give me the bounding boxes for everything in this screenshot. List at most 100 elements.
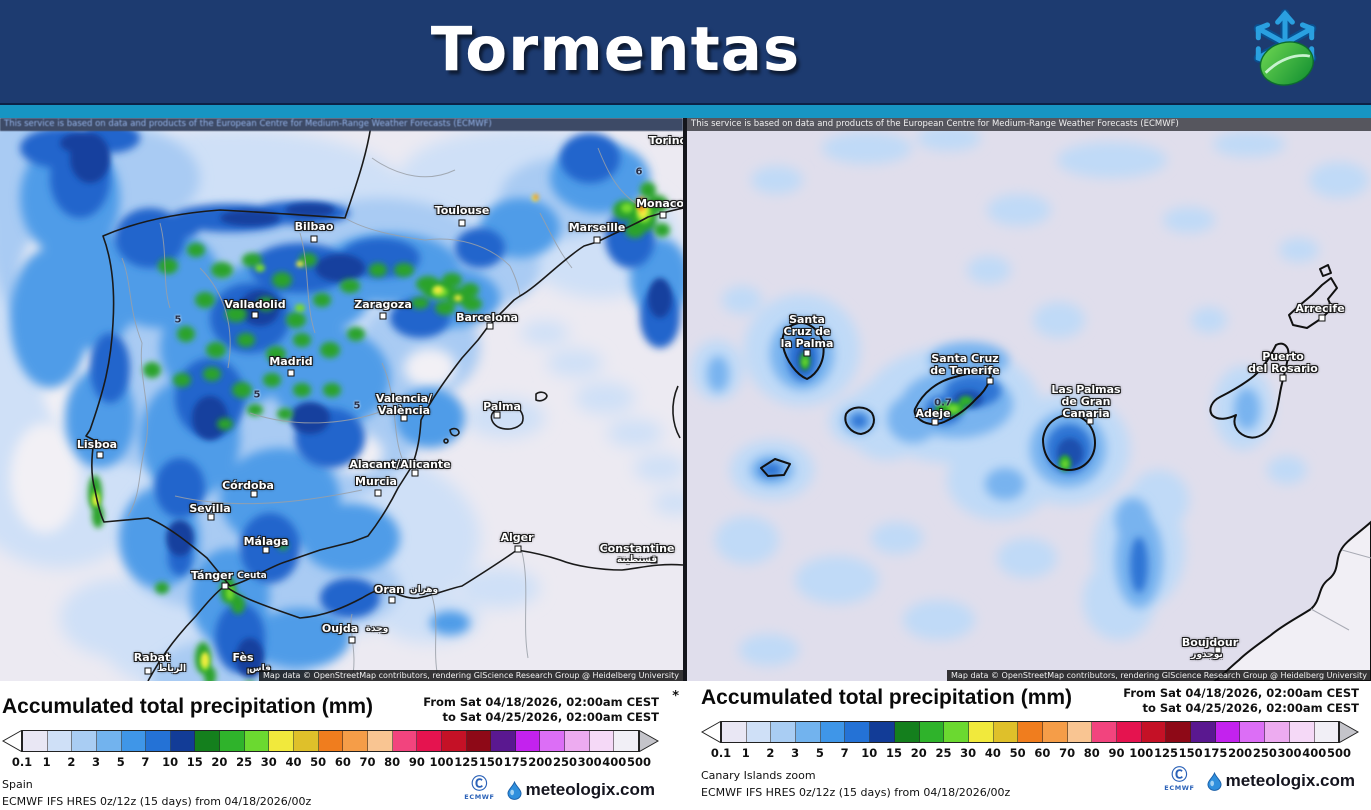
spain-map-panel: This service is based on data and produc…	[0, 118, 683, 681]
city-marker	[514, 545, 522, 553]
city-marker	[251, 311, 259, 319]
city-marker	[986, 377, 994, 385]
city-marker	[221, 582, 229, 590]
city-label-fes: Fès	[232, 650, 254, 664]
city-label-valencia: Valencia/ València	[375, 391, 433, 417]
city-label-bilbao: Bilbao	[294, 219, 334, 233]
city-marker	[411, 469, 419, 477]
scale-left-arrow	[2, 729, 22, 752]
legend-canary: Accumulated total precipitation (mm) Fro…	[685, 681, 1371, 800]
water-drop-icon	[507, 780, 522, 800]
city-marker	[96, 451, 104, 459]
map-credit-left: Map data © OpenStreetMap contributors, r…	[259, 670, 683, 681]
city-marker	[458, 219, 466, 227]
ecmwf-mark-icon: Ⓒ	[1171, 764, 1188, 784]
city-label-alicante: Alacant/Alicante	[349, 457, 451, 471]
city-marker	[310, 235, 318, 243]
city-label-arrecife: Arrecife	[1295, 301, 1345, 315]
city-label-valladolid: Valladolid	[224, 297, 286, 311]
forecast-date-range: From Sat 04/18/2026, 02:00am CEST to Sat…	[1123, 686, 1359, 715]
region-label: Canary Islands zoom	[701, 768, 816, 782]
city-label-constantine-arabic: قسنطينة	[616, 555, 658, 566]
city-marker	[287, 369, 295, 377]
model-run-label: ECMWF IFS HRES 0z/12z (15 days) from 04/…	[701, 785, 1011, 799]
service-attribution-right: This service is based on data and produc…	[687, 118, 1371, 131]
city-marker	[650, 556, 658, 564]
city-label-marseille: Marseille	[568, 220, 626, 234]
city-label-adeje: Adeje	[915, 406, 951, 420]
spain-precipitation-map	[0, 118, 683, 681]
scale-right-arrow	[639, 729, 659, 752]
canary-map-panel: This service is based on data and produc…	[687, 118, 1371, 681]
teal-accent-bar	[0, 103, 1371, 118]
city-marker	[207, 513, 215, 521]
city-label-oujda-arabic: وجدة	[365, 624, 389, 635]
city-marker	[1279, 374, 1287, 382]
city-label-boujdour-arabic: بوجدور	[1191, 650, 1223, 661]
city-marker	[1318, 314, 1326, 322]
city-label-santa-cruz-tenerife: Santa Cruz de Tenerife	[930, 351, 1000, 377]
city-label-madrid: Madrid	[269, 354, 313, 368]
city-label-tanger: Tánger	[190, 568, 234, 582]
city-marker	[931, 418, 939, 426]
city-marker	[593, 236, 601, 244]
city-label-oran: Oran	[373, 582, 405, 596]
service-attribution-left: This service is based on data and produc…	[0, 118, 683, 131]
city-label-santa-cruz-la-palma: Santa Cruz de la Palma	[780, 312, 834, 351]
map-divider	[683, 118, 687, 681]
region-label: Spain	[2, 777, 33, 791]
contour-value: 5	[174, 314, 182, 326]
city-label-alger: Alger	[500, 530, 534, 544]
footnote-asterisk: *	[672, 689, 679, 704]
city-label-lisboa: Lisboa	[76, 437, 118, 451]
ecmwf-logo: Ⓒ ECMWF	[464, 773, 495, 801]
africa-coast	[1213, 520, 1371, 681]
legend-area: Accumulated total precipitation (mm) Fro…	[0, 681, 1371, 808]
city-marker	[246, 667, 254, 675]
city-label-malaga: Málaga	[243, 534, 289, 548]
city-label-oujda: Oujda	[321, 621, 359, 635]
model-info-left: Spain ECMWF IFS HRES 0z/12z (15 days) fr…	[2, 776, 311, 810]
city-marker	[400, 414, 408, 422]
page-title: Tormentas	[430, 14, 801, 85]
city-marker	[250, 490, 258, 498]
city-label-rabat-arabic: الرباط	[157, 664, 187, 675]
brand-text: meteologix.com	[525, 780, 655, 800]
contour-value: 5	[353, 400, 361, 412]
city-label-boujdour: Boujdour	[1181, 635, 1239, 649]
water-drop-icon	[1207, 771, 1222, 791]
city-label-constantine: Constantine	[599, 541, 675, 555]
brand-text: meteologix.com	[1225, 771, 1355, 791]
forecast-date-range: From Sat 04/18/2026, 02:00am CEST to Sat…	[423, 695, 659, 724]
city-marker	[388, 596, 396, 604]
city-label-monaco: Monaco	[636, 196, 683, 210]
city-marker	[486, 322, 494, 330]
precipitation-colorbar: 0.1 1 2 3 5 7 10 15 20 25 30 40 50 60 70 80 90 100 125 150 1…	[701, 720, 1359, 760]
city-label-torino: Torino	[648, 133, 683, 147]
city-label-barcelona: Barcelona	[456, 310, 518, 324]
city-marker	[144, 667, 152, 675]
city-label-puerto-del-rosario: Puerto del Rosario	[1248, 349, 1318, 375]
city-marker	[493, 411, 501, 419]
header-banner: Tormentas	[0, 0, 1371, 103]
city-label-murcia: Murcia	[355, 474, 397, 488]
ecmwf-logo: Ⓒ ECMWF	[1164, 764, 1195, 792]
contour-value: 6	[635, 166, 643, 178]
ecmwf-mark-icon: Ⓒ	[471, 773, 488, 793]
contour-value: 5	[253, 389, 261, 401]
meteologix-logo[interactable]: meteologix.com	[507, 780, 655, 800]
city-label-zaragoza: Zaragoza	[354, 297, 412, 311]
legend-title: Accumulated total precipitation (mm)	[701, 686, 1073, 709]
city-label-toulouse: Toulouse	[434, 203, 490, 217]
legend-spain: Accumulated total precipitation (mm) Fro…	[0, 681, 685, 808]
city-marker	[262, 546, 270, 554]
city-label-las-palmas: Las Palmas de Gran Canaria	[1051, 382, 1121, 421]
legend-title: Accumulated total precipitation (mm)	[2, 695, 374, 718]
city-marker	[379, 312, 387, 320]
city-label-sevilla: Sevilla	[189, 501, 231, 515]
precip-value-adeje: 0.7	[934, 397, 952, 409]
meteologix-logo[interactable]: meteologix.com	[1207, 771, 1355, 791]
city-label-cordoba: Córdoba	[222, 478, 274, 492]
map-area: This service is based on data and produc…	[0, 118, 1371, 681]
scale-right-arrow	[1339, 720, 1359, 743]
